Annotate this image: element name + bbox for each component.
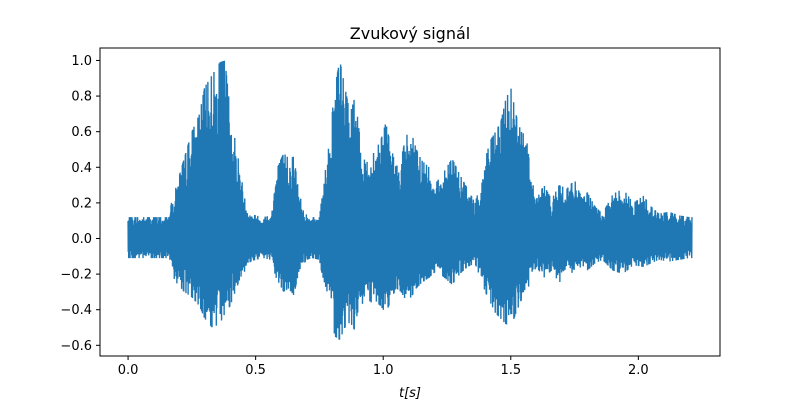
x-tick-label: 1.0 (373, 363, 394, 378)
x-tick-label: 2.0 (628, 363, 649, 378)
y-tick-label: 0.6 (71, 125, 92, 140)
x-tick-label: 1.5 (500, 363, 521, 378)
y-tick-label: 0.2 (71, 196, 92, 211)
x-axis-label: t[s] (399, 386, 421, 400)
y-tick-label: −0.6 (60, 339, 92, 354)
y-tick-label: 0.8 (71, 90, 92, 105)
plot-area (127, 60, 693, 340)
axes-frame (99, 47, 721, 357)
y-tick-label: 0.4 (71, 161, 92, 176)
signal-line (127, 60, 693, 340)
x-tick-label: 0.5 (245, 363, 266, 378)
y-tick-label: 0.0 (71, 232, 92, 247)
y-tick-label: 1.0 (71, 54, 92, 69)
axes: 0.0 0.5 1.0 1.5 2.0 −0.6 −0.4 −0.2 0.0 0.2 0.4 0.6 0… (60, 47, 721, 378)
y-tick-label: −0.4 (60, 303, 92, 318)
y-tick-label: −0.2 (60, 268, 92, 283)
x-tick-label: 0.0 (118, 363, 139, 378)
chart-title: Zvukový signál (350, 24, 470, 43)
